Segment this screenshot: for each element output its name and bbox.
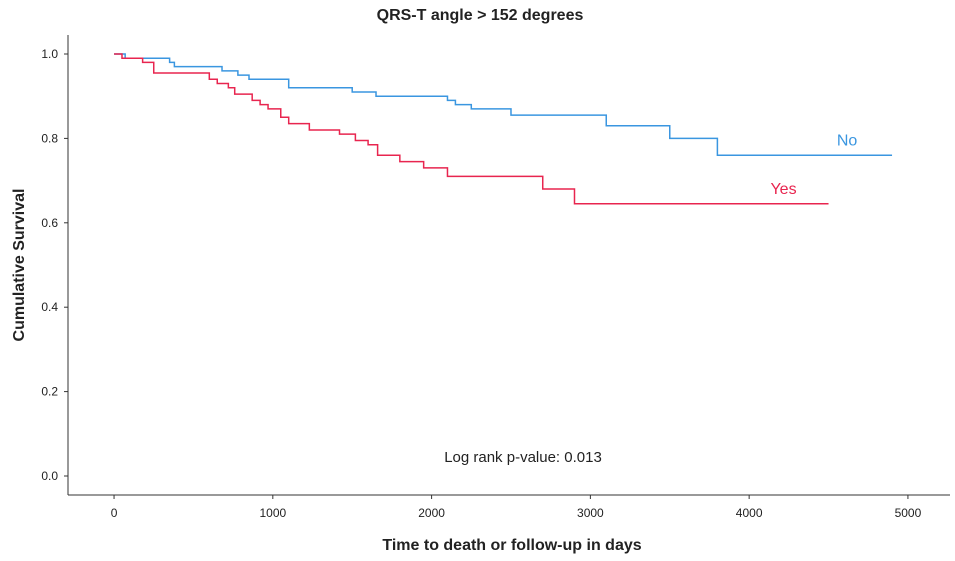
y-tick-label: 0.4	[41, 300, 58, 314]
annotation: Log rank p-value: 0.013	[444, 449, 602, 466]
y-tick-label: 0.6	[41, 216, 58, 230]
y-tick-label: 0.0	[41, 469, 58, 483]
y-tick-label: 0.8	[41, 131, 58, 145]
chart-title: QRS-T angle > 152 degrees	[377, 7, 584, 24]
x-tick-label: 5000	[895, 506, 922, 520]
series-label: Yes	[770, 181, 796, 198]
series-label: No	[837, 132, 858, 149]
survival-line	[114, 53, 829, 205]
y-tick-label: 0.2	[41, 385, 58, 399]
x-tick-label: 1000	[259, 506, 286, 520]
y-tick-label: 1.0	[41, 47, 58, 61]
y-axis-label: Cumulative Survival	[11, 189, 28, 342]
x-tick-label: 4000	[736, 506, 763, 520]
x-axis-label: Time to death or follow-up in days	[382, 537, 641, 554]
x-tick-label: 2000	[418, 506, 445, 520]
x-tick-label: 0	[111, 506, 118, 520]
x-tick-label: 3000	[577, 506, 604, 520]
survival-line	[114, 53, 893, 157]
